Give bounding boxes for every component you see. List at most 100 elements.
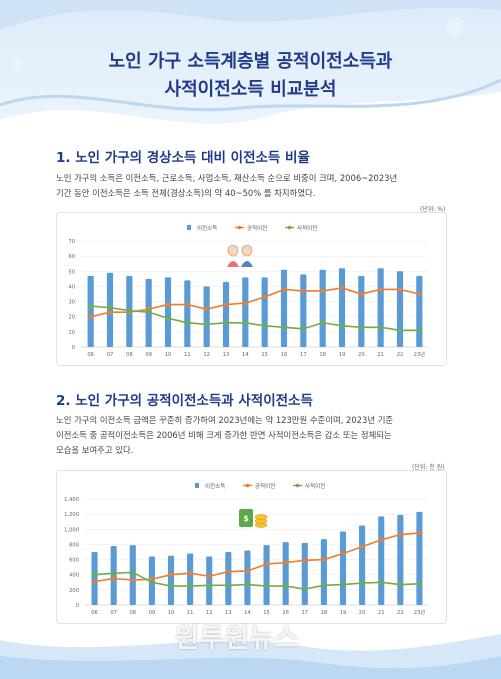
point (169, 584, 173, 589)
y-tick-label: 10 (68, 330, 75, 336)
point (166, 302, 170, 307)
point (321, 583, 326, 588)
section2-heading: 2. 노인 가구의 공적이전소득과 사적이전소득 (56, 389, 313, 409)
section1-number: 1. (56, 150, 71, 166)
bar (187, 553, 194, 605)
series-line (90, 305, 420, 332)
x-tick-label: 18 (319, 352, 326, 358)
section2-line3: 모습을 보여주고 있다. (56, 445, 134, 455)
point (321, 557, 326, 562)
point (282, 325, 286, 330)
point (111, 576, 116, 581)
point (301, 326, 306, 331)
x-tick-label: 17 (301, 610, 308, 616)
x-tick-label: 20 (358, 352, 365, 358)
bar (280, 269, 288, 347)
x-tick-label: 19 (340, 610, 347, 616)
x-tick-label: 23년 (414, 608, 426, 616)
x-tick-label: 21 (377, 352, 384, 358)
chart-legend: 이전소득 공적이전 사적이전 (195, 482, 325, 490)
elderly-couple-icon (227, 244, 253, 267)
point (320, 320, 325, 325)
x-tick-label: 10 (168, 610, 175, 616)
point (360, 544, 365, 549)
bar (129, 545, 136, 605)
point (398, 582, 403, 587)
x-tick-label: 20 (359, 610, 366, 616)
x-tick-label: 14 (244, 610, 251, 616)
x-tick-label: 19 (339, 352, 346, 358)
bar (301, 542, 308, 605)
section2-line2: 이전소득 중 공적이전소득은 2006년 비해 크게 증가한 반면 사적이전소득… (56, 430, 392, 440)
x-tick-label: 08 (129, 610, 136, 616)
point (226, 569, 231, 574)
bar (206, 556, 213, 605)
legend-label: 공적이전 (247, 224, 267, 232)
x-tick-label: 18 (321, 610, 328, 616)
chart1-panel: 이전소득 공적이전 사적이전 0 10 20 30 40 50 60 70 06 07 08 09 10 11 1… (56, 212, 447, 366)
x-tick-label: 06 (91, 610, 98, 616)
bar (377, 268, 384, 347)
point (204, 322, 209, 327)
x-tick-label: 11 (184, 352, 191, 358)
series-line (94, 571, 420, 590)
bar (244, 550, 251, 605)
legend-label: 공적이전 (255, 482, 275, 490)
x-tick-label: 07 (107, 352, 114, 358)
section1-heading: 1. 노인 가구의 경상소득 대비 이전소득 비율 (56, 146, 310, 166)
chart-legend: 이전소득 공적이전 사적이전 (187, 224, 317, 232)
y-tick-label: 50 (68, 269, 75, 275)
point (262, 295, 267, 300)
x-tick-label: 12 (206, 610, 213, 616)
x-tick-label: 07 (110, 610, 117, 616)
watermark-text: 원투원뉴스 (175, 624, 300, 654)
point (417, 531, 422, 536)
point (264, 562, 269, 567)
point (127, 308, 132, 313)
y-tick-label: 1,200 (64, 512, 79, 518)
money-coins-icon: $ (239, 509, 268, 528)
bar (282, 542, 289, 605)
section2-paragraph: 노인 가구의 이전소득 금액은 꾸준히 증가하여 2023년에는 약 123만원… (56, 413, 446, 458)
bar (167, 555, 175, 605)
series-line (94, 532, 420, 583)
point (283, 560, 288, 565)
y-tick-label: 60 (68, 254, 75, 260)
section1-paragraph: 노인 가구의 소득은 이전소득, 근로소득, 사업소득, 재산소득 순으로 비중… (56, 171, 446, 201)
x-tick-label: 09 (149, 610, 156, 616)
x-tick-label: 09 (145, 352, 152, 358)
x-tick-label: 13 (223, 352, 230, 358)
point (398, 532, 403, 537)
point (245, 582, 250, 587)
legend-swatch-marker (287, 225, 292, 230)
section2-line1: 노인 가구의 이전소득 금액은 꾸준히 증가하여 2023년에는 약 123만원… (56, 415, 394, 425)
point (224, 302, 228, 307)
x-tick-label: 13 (225, 610, 232, 616)
y-tick-label: 1,000 (64, 527, 79, 533)
page-title-line2: 사적이전소득 비교분석 (164, 79, 337, 100)
section2-title: 노인 가구의 공적이전소득과 사적이전소득 (75, 393, 313, 409)
chart2-unit: (단위: 천 원) (412, 464, 445, 471)
point (378, 325, 383, 330)
bar (261, 277, 268, 347)
point (283, 584, 288, 589)
bar (358, 275, 365, 347)
point (243, 301, 248, 306)
page-title: 노인 가구 소득계층별 공적이전소득과 사적이전소득 비교분석 (0, 48, 501, 104)
bar (91, 552, 98, 605)
page-title-line1: 노인 가구 소득계층별 공적이전소득과 (108, 51, 393, 72)
point (417, 328, 422, 333)
point (108, 310, 112, 315)
bar (225, 552, 232, 605)
x-tick-label: 22 (397, 352, 404, 358)
chart1-unit: (단위: %) (420, 206, 446, 213)
point (378, 287, 383, 292)
section1-title: 노인 가구의 경상소득 대비 이전소득 비율 (75, 150, 310, 166)
x-tick-label: 15 (263, 610, 270, 616)
bar (416, 275, 423, 347)
point (166, 316, 170, 321)
legend-label: 사적이전 (297, 224, 317, 232)
legend-label: 사적이전 (305, 482, 325, 490)
y-tick-label: 30 (68, 300, 75, 306)
legend-label: 이전소득 (197, 224, 217, 232)
